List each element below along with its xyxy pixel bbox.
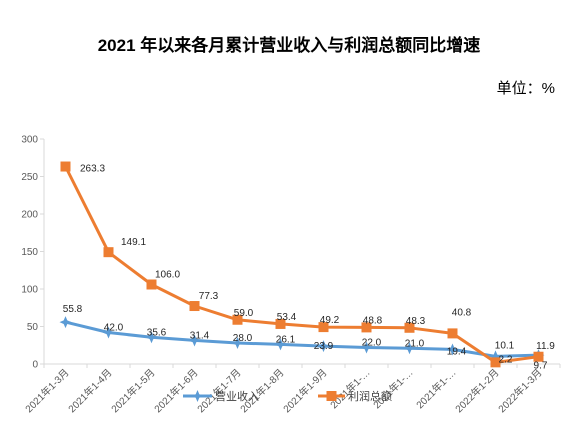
data-point-profit xyxy=(60,161,71,172)
legend-item-profit: 利润总额 xyxy=(318,389,392,403)
data-label-profit: 9.7 xyxy=(534,361,548,372)
data-point-revenue xyxy=(188,334,201,347)
data-point-profit xyxy=(189,301,200,312)
legend: 营业收入 利润总额 xyxy=(183,389,392,403)
data-point-profit xyxy=(447,328,458,339)
data-point-profit xyxy=(533,351,544,362)
data-label-revenue: 19.4 xyxy=(447,346,467,357)
series-line-profit xyxy=(64,165,540,364)
data-label-revenue: 11.9 xyxy=(536,341,555,352)
chart-title: 2021 年以来各月累计营业收入与利润总额同比增速 xyxy=(98,35,481,55)
data-labels: 55.8 42.0 35.6 31.4 28.0 26.1 23.9 22.0 21.0 19.4… xyxy=(63,164,556,372)
data-label-revenue: 23.9 xyxy=(314,341,334,352)
y-tick-label: 250 xyxy=(21,172,38,183)
y-tick-label: 0 xyxy=(32,360,38,371)
data-label-revenue: 26.1 xyxy=(276,334,296,345)
data-point-revenue xyxy=(403,342,416,355)
data-point-revenue xyxy=(274,338,287,351)
y-tick-label: 200 xyxy=(21,210,38,221)
legend-marker-profit xyxy=(326,391,337,401)
series-profit xyxy=(60,161,544,368)
data-point-revenue xyxy=(102,326,115,339)
data-point-profit xyxy=(490,357,501,368)
data-label-profit: 77.3 xyxy=(199,291,219,302)
data-label-profit: 49.2 xyxy=(320,315,340,326)
data-label-revenue: 10.1 xyxy=(495,340,515,351)
y-tick-label: 150 xyxy=(21,247,38,258)
data-label-revenue: 42.0 xyxy=(104,323,124,334)
data-label-profit: 53.4 xyxy=(277,312,297,323)
data-label-revenue: 35.6 xyxy=(147,327,167,338)
legend-marker-revenue xyxy=(191,390,204,402)
data-label-revenue: 55.8 xyxy=(63,304,83,315)
legend-label-profit: 利润总额 xyxy=(348,389,392,403)
data-point-profit xyxy=(146,279,157,290)
series-line-revenue xyxy=(64,320,540,358)
data-label-profit: 263.3 xyxy=(80,164,105,175)
data-point-revenue xyxy=(59,316,72,329)
y-tick-label: 100 xyxy=(21,285,38,296)
unit-label: 单位：% xyxy=(497,80,555,97)
data-point-profit xyxy=(361,322,372,333)
data-label-profit: 59.0 xyxy=(234,308,254,319)
data-point-profit xyxy=(318,322,329,333)
data-point-revenue xyxy=(360,341,373,354)
data-point-revenue xyxy=(489,350,502,363)
data-point-profit xyxy=(103,247,114,258)
legend-label-revenue: 营业收入 xyxy=(215,389,259,403)
data-label-profit: 149.1 xyxy=(121,237,146,248)
data-label-revenue: 31.4 xyxy=(190,330,210,341)
data-point-revenue xyxy=(317,340,330,353)
data-point-revenue xyxy=(446,343,459,356)
data-label-profit: 48.8 xyxy=(363,315,383,326)
y-tick-label: 300 xyxy=(21,135,38,146)
series-revenue xyxy=(59,316,545,363)
data-label-revenue: 21.0 xyxy=(405,338,425,349)
data-label-profit: 48.3 xyxy=(406,316,426,327)
legend-item-revenue: 营业收入 xyxy=(183,389,259,403)
data-point-revenue xyxy=(145,331,158,344)
data-label-profit: 40.8 xyxy=(452,307,472,318)
data-point-profit xyxy=(404,322,415,333)
data-point-profit xyxy=(275,318,286,329)
data-label-revenue: 22.0 xyxy=(362,338,382,349)
plot-series xyxy=(59,161,545,368)
y-axis: 0 50 100 150 200 250 300 xyxy=(21,135,45,371)
data-point-revenue xyxy=(231,337,244,349)
data-label-profit: 106.0 xyxy=(155,270,180,281)
y-tick-label: 50 xyxy=(27,322,39,333)
data-label-revenue: 28.0 xyxy=(233,333,253,344)
data-point-profit xyxy=(232,314,243,325)
data-label-profit: 2.2 xyxy=(499,354,513,365)
